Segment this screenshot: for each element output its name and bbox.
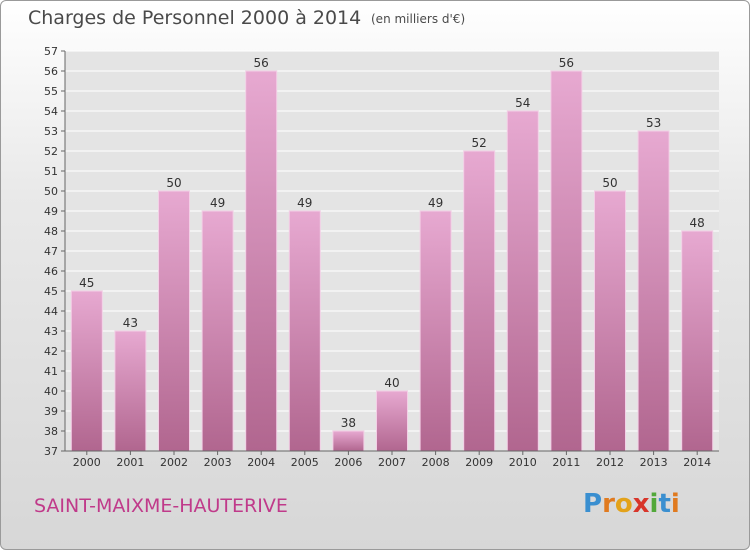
bar [288, 210, 321, 452]
brand-letter: i [649, 489, 659, 519]
bar [201, 210, 234, 452]
data-label: 45 [79, 276, 94, 290]
data-label: 50 [602, 176, 617, 190]
bar [70, 290, 103, 452]
bar [245, 70, 278, 452]
data-label: 40 [384, 376, 399, 390]
y-tick-label: 37 [44, 445, 58, 458]
y-tick-label: 52 [44, 145, 58, 158]
data-label: 53 [646, 116, 661, 130]
data-label: 49 [297, 196, 312, 210]
y-tick-label: 53 [44, 125, 58, 138]
data-label: 54 [515, 96, 530, 110]
bar [376, 390, 408, 452]
x-tick-label: 2003 [204, 456, 232, 469]
bar [550, 70, 583, 452]
x-tick-label: 2007 [378, 456, 406, 469]
y-tick-label: 41 [44, 365, 58, 378]
bar [114, 330, 147, 452]
brand-letter: o [614, 489, 633, 519]
y-tick-label: 38 [44, 425, 58, 438]
town-name: SAINT-MAIXME-HAUTERIVE [34, 495, 288, 517]
x-axis: 2000 2001 2002 2003 2004 2005 2006 2007 2008 2009… [65, 450, 719, 469]
brand-letter: t [658, 489, 671, 519]
brand-letter: i [670, 489, 680, 519]
y-tick-label: 47 [44, 245, 58, 258]
y-tick-label: 54 [44, 105, 58, 118]
x-tick-label: 2008 [422, 456, 450, 469]
data-label: 50 [166, 176, 181, 190]
data-label: 38 [341, 416, 356, 430]
bar [506, 110, 539, 452]
x-tick-label: 2010 [509, 456, 537, 469]
y-tick-label: 56 [44, 65, 58, 78]
y-tick-label: 40 [44, 385, 58, 398]
data-label: 49 [210, 196, 225, 210]
y-tick-label: 39 [44, 405, 58, 418]
brand-letter: P [583, 489, 603, 519]
y-tick-label: 55 [44, 85, 58, 98]
y-tick-label: 48 [44, 225, 58, 238]
x-tick-label: 2002 [160, 456, 188, 469]
x-tick-label: 2004 [247, 456, 275, 469]
y-tick-label: 44 [44, 305, 58, 318]
y-tick-label: 50 [44, 185, 58, 198]
bar [594, 190, 626, 452]
y-axis: 37 38 39 40 41 42 43 44 45 46 47 48 49 50 51 52 53 54 55 56… [44, 45, 66, 458]
y-tick-label: 49 [44, 205, 58, 218]
x-tick-label: 2014 [683, 456, 711, 469]
x-tick-label: 2006 [334, 456, 362, 469]
data-label: 56 [254, 56, 269, 70]
y-tick-label: 45 [44, 285, 58, 298]
chart-title: Charges de Personnel 2000 à 2014 [28, 7, 362, 29]
data-label: 48 [690, 216, 705, 230]
bar [332, 430, 365, 452]
bars: 45 43 50 49 56 49 38 40 49 52 54 56 50 53 48 [70, 56, 714, 452]
x-tick-label: 2013 [640, 456, 668, 469]
x-tick-label: 2001 [116, 456, 144, 469]
data-label: 43 [123, 316, 138, 330]
bar [463, 150, 496, 452]
brand-letter: r [602, 489, 615, 519]
bar [681, 230, 714, 452]
data-label: 52 [472, 136, 487, 150]
bar [158, 190, 190, 452]
chart-subtitle: (en milliers d'€) [371, 12, 466, 26]
y-tick-label: 51 [44, 165, 58, 178]
bar [637, 130, 670, 452]
x-tick-label: 2011 [552, 456, 580, 469]
x-tick-label: 2012 [596, 456, 624, 469]
brand-logo: Proxiti [583, 489, 680, 519]
x-tick-label: 2009 [465, 456, 493, 469]
y-tick-label: 57 [44, 45, 58, 58]
y-tick-label: 42 [44, 345, 58, 358]
y-tick-label: 46 [44, 265, 58, 278]
data-label: 49 [428, 196, 443, 210]
brand-letter: x [632, 489, 650, 519]
data-label: 56 [559, 56, 574, 70]
x-tick-label: 2005 [291, 456, 319, 469]
y-tick-label: 43 [44, 325, 58, 338]
bar [419, 210, 452, 452]
x-tick-label: 2000 [73, 456, 101, 469]
